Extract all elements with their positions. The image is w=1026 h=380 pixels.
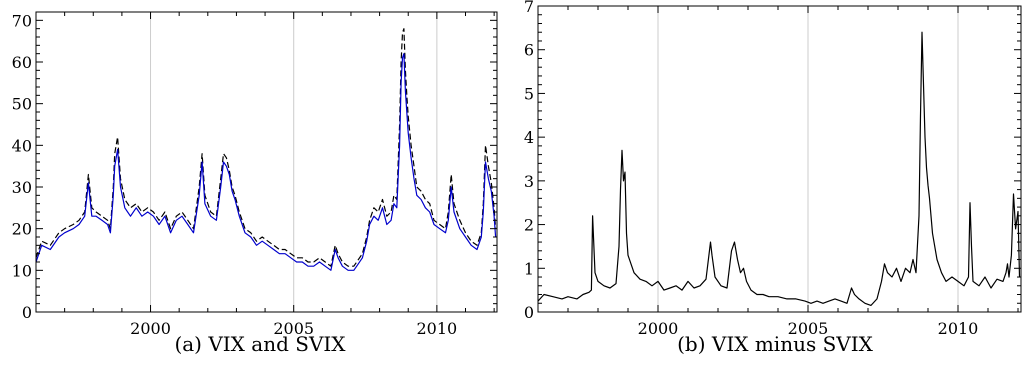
a-series-svix (35, 53, 497, 271)
a-y-tick-label: 50 (12, 95, 32, 114)
b-series-vix-svix (537, 31, 1021, 306)
a-x-tick-label: 2005 (273, 319, 314, 338)
caption-b: (b) VIX minus SVIX (677, 332, 873, 356)
b-y-tick-label: 5 (524, 84, 534, 103)
a-y-tick-label: 10 (12, 261, 32, 280)
b-y-tick-label: 2 (524, 216, 534, 235)
chart-vix-and-svix: 2000 2005 2010 0 10 20 30 40 50 60 70 (12, 11, 498, 338)
caption-a: (a) VIX and SVIX (174, 332, 346, 356)
b-y-tick-label: 6 (524, 41, 534, 60)
a-plot-frame (35, 11, 498, 313)
b-x-tick-label: 2005 (788, 319, 829, 338)
a-y-tick-label: 70 (12, 11, 32, 30)
b-y-tick-label: 0 (524, 303, 534, 322)
a-y-tick-label: 40 (12, 136, 32, 155)
a-y-tick-label: 20 (12, 220, 32, 239)
b-x-tick-label: 2010 (938, 319, 979, 338)
a-x-tick-label: 2010 (417, 319, 458, 338)
b-y-tick-label: 1 (524, 259, 534, 278)
b-y-tick-label: 7 (524, 0, 534, 16)
a-x-tick-label: 2000 (130, 319, 171, 338)
a-y-tick-label: 0 (22, 303, 32, 322)
b-y-tick-label: 4 (524, 128, 534, 147)
a-y-tick-label: 30 (12, 178, 32, 197)
b-x-tick-label: 2000 (638, 319, 679, 338)
chart-vix-minus-svix: 2000 2005 2010 0 1 2 3 4 5 6 7 (524, 0, 1022, 338)
b-plot-frame (537, 5, 1022, 313)
a-y-tick-label: 60 (12, 53, 32, 72)
a-series-vix (35, 28, 497, 267)
b-y-tick-label: 3 (524, 172, 534, 191)
